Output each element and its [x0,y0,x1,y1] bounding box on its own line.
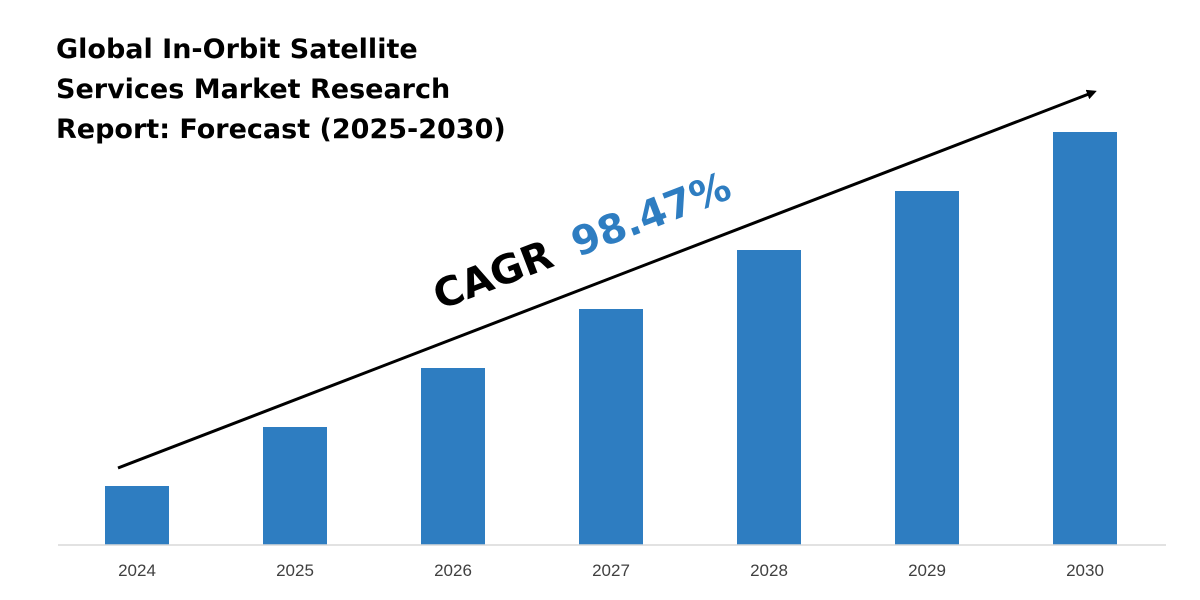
x-tick-label-2025: 2025 [276,561,314,580]
trend-arrow [117,89,1097,470]
x-tick-label-2027: 2027 [592,561,630,580]
title-line-3: Report: Forecast (2025-2030) [56,114,506,145]
x-tick-label-2028: 2028 [750,561,788,580]
bar-2030 [1053,132,1117,545]
title-line-2: Services Market Research [56,74,450,105]
bar-2025 [263,427,327,545]
x-tick-label-2030: 2030 [1066,561,1104,580]
bar-2026 [421,368,485,545]
x-axis-ticks: 2024 2025 2026 2027 2028 2029 2030 [118,561,1104,580]
title-line-1: Global In-Orbit Satellite [56,34,418,65]
bar-2029 [895,191,959,545]
cagr-value: 98.47% [565,164,737,267]
x-tick-label-2026: 2026 [434,561,472,580]
bar-series [105,132,1117,545]
bar-2027 [579,309,643,545]
bar-2028 [737,250,801,545]
x-tick-label-2029: 2029 [908,561,946,580]
cagr-annotation: CAGR 98.47% [427,164,737,320]
bar-2024 [105,486,169,545]
x-tick-label-2024: 2024 [118,561,156,580]
chart-title: Global In-Orbit Satellite Services Marke… [56,34,506,145]
